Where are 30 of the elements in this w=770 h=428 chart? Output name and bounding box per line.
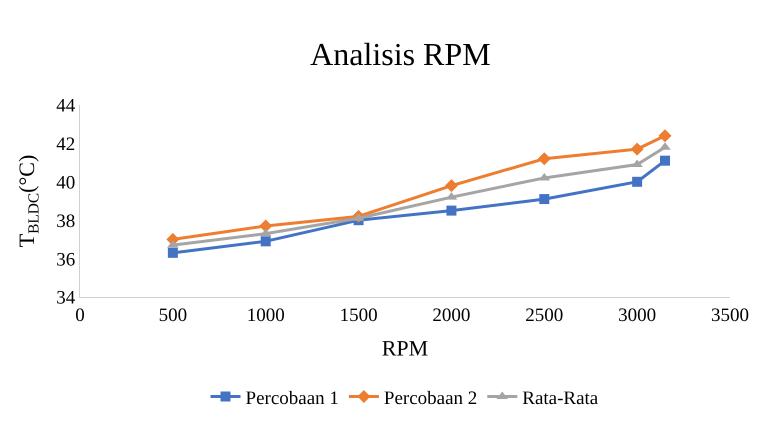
x-tick-label: 500 [158, 304, 188, 326]
point [539, 194, 550, 204]
x-tick-label: 1500 [340, 304, 378, 326]
y-tick-label: 36 [56, 249, 76, 270]
point [632, 176, 642, 187]
y-tick-label: 44 [56, 96, 76, 117]
point [444, 179, 458, 192]
y-tick-label: 40 [56, 172, 76, 194]
y-tick-label: 42 [56, 134, 76, 156]
x-tick-label: 0 [75, 304, 85, 326]
x-tick-label: 2000 [432, 304, 470, 326]
x-tick-label: 3500 [711, 304, 749, 326]
point [446, 206, 456, 216]
point [658, 129, 672, 142]
point [260, 236, 271, 246]
point [538, 152, 551, 166]
chart-title: Analisis RPM [310, 36, 491, 72]
legend-label: Percobaan 1 [246, 388, 339, 409]
x-tick-label: 2500 [525, 304, 564, 326]
x-axis-title: RPM [382, 336, 428, 361]
x-tick-label: 3000 [618, 304, 656, 326]
x-tick-label: 1000 [246, 304, 285, 326]
legend-label: Rata-Rata [522, 388, 599, 409]
point [168, 248, 178, 258]
point [660, 156, 670, 166]
y-tick-label: 34 [56, 288, 76, 309]
legend-label: Percobaan 2 [384, 388, 478, 409]
y-tick-label: 38 [56, 210, 76, 232]
point [259, 219, 272, 232]
point [630, 142, 644, 156]
